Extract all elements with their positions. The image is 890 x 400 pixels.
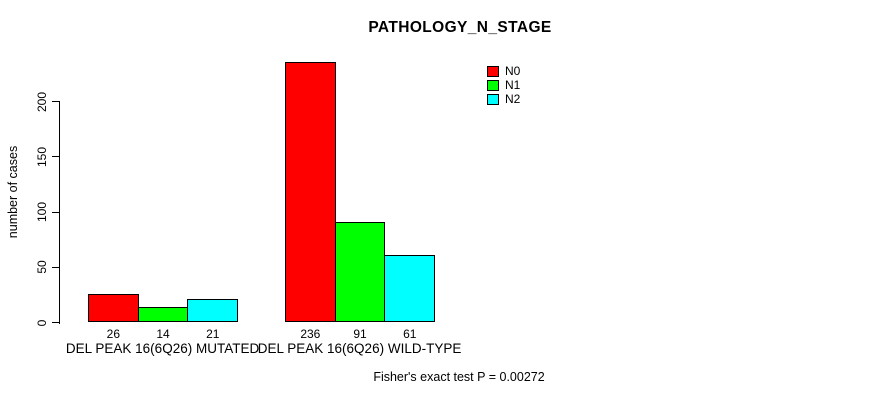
legend-swatch-n0 — [487, 65, 499, 77]
y-axis-tick — [52, 266, 60, 268]
y-axis-line — [59, 101, 60, 324]
legend-label: N0 — [505, 64, 521, 78]
bar-value-label: 26 — [106, 327, 121, 341]
bar-value-label: 61 — [403, 327, 417, 341]
stat-annotation: Fisher's exact test P = 0.00272 — [373, 370, 545, 384]
bar-n2-group0 — [187, 299, 239, 323]
bar-value-label: 21 — [206, 327, 220, 341]
bar-n0-group0 — [88, 293, 139, 323]
bar-value-label: 236 — [300, 327, 321, 341]
y-axis-tick-label: 100 — [35, 201, 49, 223]
x-category-label: DEL PEAK 16(6Q26) MUTATED — [65, 341, 260, 356]
legend-row: N2 — [487, 92, 520, 106]
y-axis-tick — [52, 156, 60, 158]
bar-value-label: 91 — [353, 327, 367, 341]
y-axis-tick-label: 150 — [35, 146, 49, 167]
y-axis-tick — [52, 101, 60, 102]
legend-row: N0 — [487, 64, 520, 78]
bar-value-label: 14 — [156, 327, 170, 341]
bar-n0-group1 — [285, 61, 336, 323]
y-axis-tick — [52, 211, 60, 213]
y-axis-tick-label: 50 — [35, 260, 49, 274]
bar-n1-group0 — [137, 307, 189, 323]
y-axis-tick-label: 200 — [35, 91, 49, 112]
legend-swatch-n1 — [487, 79, 499, 91]
legend-label: N1 — [505, 78, 521, 92]
x-category-label: DEL PEAK 16(6Q26) WILD-TYPE — [257, 341, 462, 356]
y-axis-tick — [52, 322, 60, 323]
y-axis-tick-label: 0 — [35, 319, 49, 326]
legend-swatch-n2 — [487, 93, 499, 105]
legend-label: N2 — [505, 92, 521, 106]
legend-row: N1 — [487, 78, 520, 92]
legend: N0 N1 N2 — [487, 64, 520, 106]
bar-n1-group1 — [334, 221, 386, 323]
bar-n2-group1 — [384, 255, 436, 323]
chart-title: PATHOLOGY_N_STAGE — [368, 19, 552, 36]
y-axis-title: number of cases — [6, 145, 20, 239]
